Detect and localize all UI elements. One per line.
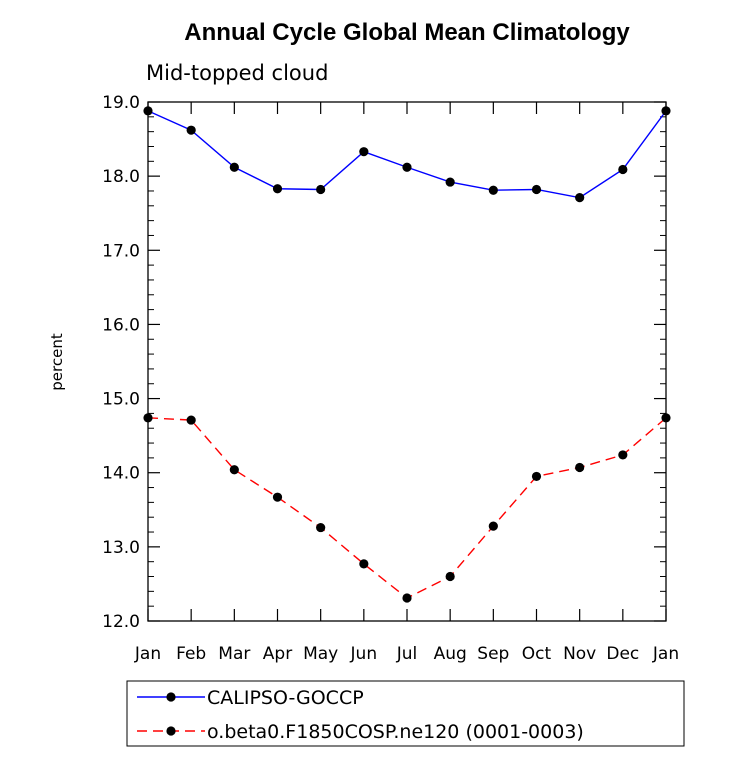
y-tick-label: 18.0 bbox=[102, 167, 140, 187]
series-1-point bbox=[445, 177, 455, 187]
y-tick-label: 14.0 bbox=[102, 464, 140, 484]
x-tick-label: Sep bbox=[477, 644, 509, 664]
series-2-point bbox=[229, 465, 239, 475]
series-line-1 bbox=[147, 110, 667, 199]
x-tick-label: Nov bbox=[563, 644, 596, 664]
series-1-point bbox=[488, 185, 498, 195]
legend-label-2: o.beta0.F1850COSP.ne120 (0001-0003) bbox=[207, 721, 584, 743]
x-tick-label: Oct bbox=[522, 644, 552, 664]
y-tick-label: 13.0 bbox=[102, 538, 140, 558]
y-tick-label: 15.0 bbox=[102, 390, 140, 410]
series-2-point bbox=[402, 593, 412, 603]
y-tick-labels: 12.0 13.0 14.0 15.0 16.0 17.0 18.0 19.0 bbox=[102, 93, 140, 632]
x-tick-label: Jun bbox=[350, 644, 378, 664]
legend-marker-2 bbox=[166, 726, 176, 736]
chart-title: Annual Cycle Global Mean Climatology bbox=[184, 19, 630, 46]
series-2-point bbox=[618, 450, 628, 460]
legend-items: CALIPSO-GOCCP o.beta0.F1850COSP.ne120 (00… bbox=[137, 687, 584, 743]
series-1-point bbox=[229, 162, 239, 172]
series-2-point bbox=[445, 571, 455, 582]
series-1-point bbox=[359, 147, 369, 157]
legend: CALIPSO-GOCCP o.beta0.F1850COSP.ne120 (00… bbox=[126, 680, 685, 747]
x-tick-label: Apr bbox=[263, 644, 292, 664]
series-2-point bbox=[186, 415, 196, 425]
series-2-point bbox=[316, 522, 326, 533]
legend-label-1: CALIPSO-GOCCP bbox=[207, 687, 364, 709]
plot-frame bbox=[147, 101, 667, 622]
x-tick-label: Feb bbox=[176, 644, 206, 664]
series-2-point bbox=[359, 559, 369, 569]
x-tick-label: Dec bbox=[606, 644, 639, 664]
series-2-point bbox=[488, 521, 498, 531]
series-layer bbox=[143, 106, 671, 603]
chart-subtitle: Mid-topped cloud bbox=[146, 61, 328, 85]
x-tick-label: Jul bbox=[396, 644, 418, 664]
y-tick-label: 12.0 bbox=[102, 612, 140, 632]
x-tick-label: Jan bbox=[134, 644, 161, 664]
y-axis-label: percent bbox=[48, 333, 66, 391]
x-tick-label: Aug bbox=[434, 644, 467, 664]
legend-marker-1 bbox=[166, 692, 176, 702]
x-tick-label: May bbox=[303, 644, 338, 664]
series-1-point bbox=[531, 184, 542, 195]
series-2-point bbox=[575, 462, 585, 473]
series-line-2 bbox=[147, 417, 667, 599]
series-2-point bbox=[531, 471, 542, 482]
minor-ticks bbox=[148, 116, 666, 607]
series-1-point bbox=[316, 184, 326, 195]
y-tick-label: 17.0 bbox=[102, 241, 140, 261]
x-tick-label: Jan bbox=[652, 644, 679, 664]
series-2-point bbox=[272, 492, 283, 502]
x-tick-labels: Jan Feb Mar Apr May Jun Jul Aug Sep Oct Nov Dec Jan bbox=[134, 644, 679, 664]
y-tick-label: 19.0 bbox=[102, 93, 140, 113]
y-tick-label: 16.0 bbox=[102, 315, 140, 335]
series-1-point bbox=[575, 193, 585, 203]
major-ticks bbox=[147, 101, 667, 622]
x-tick-label: Mar bbox=[218, 644, 250, 664]
series-1-point bbox=[186, 125, 196, 135]
series-1-point bbox=[402, 162, 412, 172]
series-1-point bbox=[272, 184, 283, 194]
legend-box bbox=[126, 680, 685, 747]
series-1-point bbox=[618, 164, 628, 175]
